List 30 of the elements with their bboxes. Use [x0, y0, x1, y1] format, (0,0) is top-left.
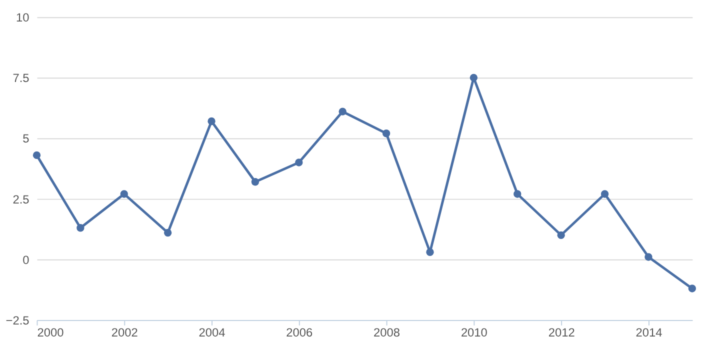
point [426, 248, 434, 256]
x-tick-label: 2006 [286, 325, 314, 340]
y-tick-label: 2.5 [12, 192, 30, 206]
x-tick-label: 2000 [37, 325, 64, 340]
x-tick-label: 2010 [460, 325, 488, 340]
point [164, 228, 172, 237]
y-tick-label: −2.5 [6, 313, 30, 328]
point [382, 130, 390, 138]
point [32, 151, 41, 160]
y-tick-label: 7.5 [12, 71, 30, 86]
x-tick-label: 2014 [636, 325, 663, 340]
point [120, 190, 128, 198]
x-tick-label: 2008 [374, 325, 400, 340]
point [557, 231, 565, 239]
x-tick-label: 2012 [548, 325, 576, 340]
x-tick-label: 2002 [111, 325, 138, 340]
y-tick-label: 5 [22, 132, 30, 146]
point [514, 190, 522, 198]
point [208, 117, 216, 126]
point [251, 178, 260, 186]
point [76, 224, 84, 232]
point [295, 158, 303, 166]
point [470, 74, 478, 82]
point [688, 284, 696, 292]
y-tick-label: 10 [16, 10, 30, 25]
y-tick-label: 0 [22, 252, 30, 267]
point [338, 108, 346, 116]
point [644, 253, 652, 261]
x-tick-label: 2004 [198, 325, 226, 340]
point [600, 190, 609, 198]
